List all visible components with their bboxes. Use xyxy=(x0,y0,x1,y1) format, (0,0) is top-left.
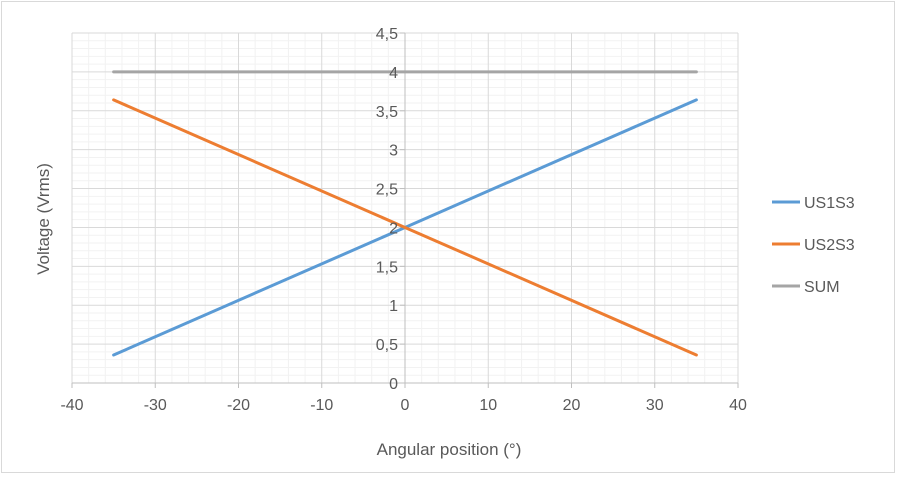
legend-label: US1S3 xyxy=(804,195,855,212)
tick-labels: -40 -30 -20 -10 0 10 20 30 40 0 0,5 1 1,5 2 2,5 3 3,5 4 4,… xyxy=(60,26,747,414)
x-axis-title: Angular position (°) xyxy=(377,440,522,459)
legend-label: US2S3 xyxy=(804,237,855,254)
legend: US1S3 US2S3 SUM xyxy=(772,195,855,296)
x-tick-label: 10 xyxy=(479,397,497,414)
y-tick-label: 0,5 xyxy=(376,337,398,354)
x-tick-label: -40 xyxy=(60,397,83,414)
y-tick-label: 2,5 xyxy=(376,182,398,199)
legend-label: SUM xyxy=(804,279,840,296)
y-tick-label: 4,5 xyxy=(376,26,398,43)
legend-item-us2s3: US2S3 xyxy=(772,237,855,254)
axes xyxy=(71,32,739,388)
y-tick-label: 3 xyxy=(389,143,398,160)
x-tick-label: -20 xyxy=(227,397,250,414)
x-tick-label: 30 xyxy=(646,397,664,414)
x-tick-label: -30 xyxy=(144,397,167,414)
series-line-us2s3 xyxy=(112,98,698,357)
y-tick-label: 4 xyxy=(389,65,398,82)
y-tick-label: 3,5 xyxy=(376,104,398,121)
legend-item-sum: SUM xyxy=(772,279,840,296)
legend-item-us1s3: US1S3 xyxy=(772,195,855,212)
y-tick-label: 2 xyxy=(389,220,398,237)
y-axis-title: Voltage (Vrms) xyxy=(34,163,53,275)
x-tick-label: 40 xyxy=(729,397,747,414)
series-layer xyxy=(112,70,698,357)
x-tick-label: -10 xyxy=(310,397,333,414)
y-tick-label: 1,5 xyxy=(376,259,398,276)
y-tick-label: 1 xyxy=(389,298,398,315)
y-tick-label: 0 xyxy=(389,376,398,393)
x-tick-label: 20 xyxy=(563,397,581,414)
x-tick-label: 0 xyxy=(401,397,410,414)
